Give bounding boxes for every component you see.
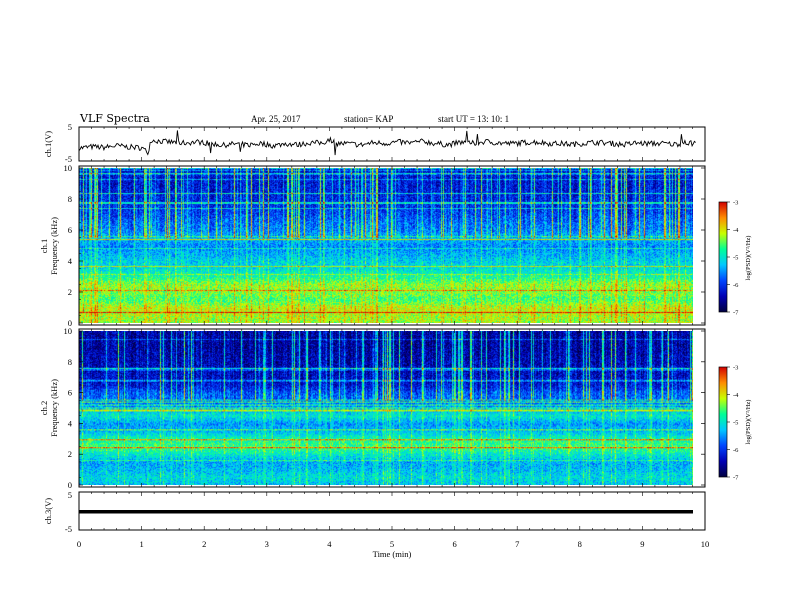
x-tick-label: 8	[578, 539, 582, 549]
spec-ytick-label: 6	[68, 388, 72, 398]
ch2-spectrogram-panel: 0 2 4 6 8 10 ch.2 Frequency (kHz)	[39, 326, 706, 490]
spec-ytick-label: 10	[64, 326, 73, 336]
spec-ytick-label: 0	[68, 480, 72, 490]
ch1-colorbar-gradient	[719, 202, 727, 312]
ch3-ylabel: ch.3(V)	[43, 498, 53, 524]
ch1-waveform-panel: 5 -5 ch.1(V)	[43, 122, 706, 164]
ch1-colorbar-ticks: -3 -4 -5 -6 -7	[727, 200, 739, 317]
spec-ytick-label: 2	[68, 449, 72, 459]
ch1-spec-ylabel-frequency: Frequency (kHz)	[49, 217, 59, 275]
ch3-trace	[79, 510, 693, 514]
ch2-spec-yticks: 0 2 4 6 8 10	[64, 326, 705, 490]
x-tick-label: 9	[640, 539, 644, 549]
ch2-colorbar-gradient	[719, 367, 727, 477]
spec-ytick-label: 0	[68, 318, 72, 328]
time-ticks	[78, 127, 706, 530]
x-tick-label: 5	[390, 539, 394, 549]
spec-ytick-label: 8	[68, 194, 72, 204]
colorbar-tick-label: -3	[733, 365, 738, 372]
ch1-ylabel: ch.1(V)	[43, 131, 53, 157]
ch2-colorbar-ticks: -3 -4 -5 -6 -7	[727, 365, 739, 482]
ch2-spec-ylabel-channel: ch.2	[39, 401, 49, 415]
x-tick-label: 7	[515, 539, 519, 549]
ch2-spec-ylabel-frequency: Frequency (kHz)	[49, 379, 59, 437]
time-tick-labels: 0 1 2 3 4 5 6 7 8 9 10	[77, 539, 709, 549]
ch1-spectrogram-image	[79, 168, 693, 323]
spec-ytick-label: 6	[68, 225, 72, 235]
ch1-colorbar: -3 -4 -5 -6 -7 log(PSD)(V²/Hz)	[718, 200, 752, 317]
header-start-time: start UT = 13: 10: 1	[438, 114, 509, 124]
ch3-waveform-panel: 5 -5 ch.3(V)	[43, 490, 706, 534]
ch2-colorbar: -3 -4 -5 -6 -7 log(PSD)(V²/Hz)	[718, 365, 752, 482]
header-station: station= KAP	[344, 114, 393, 124]
colorbar-tick-label: -7	[733, 475, 739, 482]
x-tick-label: 6	[452, 539, 456, 549]
ch2-colorbar-label: log(PSD)(V²/Hz)	[745, 400, 752, 445]
time-axis-label: Time (min)	[373, 549, 412, 559]
spec-ytick-label: 2	[68, 287, 72, 297]
spec-ytick-label: 8	[68, 357, 72, 367]
x-tick-label: 2	[202, 539, 206, 549]
x-tick-label: 3	[265, 539, 269, 549]
spec-ytick-label: 4	[68, 256, 73, 266]
ch1-spec-yticks: 0 2 4 6 8 10	[64, 163, 705, 328]
colorbar-tick-label: -3	[733, 200, 738, 207]
ch1-spectrogram-panel: 0 2 4 6 8 10 ch.1 Frequency (kHz)	[39, 163, 706, 328]
x-tick-label: 1	[139, 539, 143, 549]
x-tick-label: 4	[327, 539, 332, 549]
colorbar-tick-label: -4	[733, 392, 739, 399]
ch1-spec-ylabel-channel: ch.1	[39, 239, 49, 253]
ch1-ytick-top: 5	[68, 122, 72, 132]
colorbar-tick-label: -6	[733, 447, 739, 454]
colorbar-tick-label: -5	[733, 420, 738, 427]
colorbar-tick-label: -5	[733, 255, 738, 262]
ch3-ytick-top: 5	[68, 490, 72, 500]
ch1-colorbar-label: log(PSD)(V²/Hz)	[745, 236, 752, 281]
colorbar-tick-label: -6	[733, 282, 739, 289]
x-tick-label: 10	[701, 539, 710, 549]
figure-title: VLF Spectra	[79, 112, 150, 125]
spec-ytick-label: 10	[64, 163, 73, 173]
ch1-trace	[78, 130, 696, 156]
x-tick-label: 0	[77, 539, 81, 549]
header-date: Apr. 25, 2017	[251, 114, 301, 124]
ch1-trace-line	[78, 130, 696, 156]
spec-ytick-label: 4	[68, 418, 73, 428]
ch2-spectrogram-image	[79, 331, 693, 485]
ch3-ytick-bottom: -5	[65, 524, 72, 534]
ch1-ytick-bottom: -5	[65, 154, 72, 164]
colorbar-tick-label: -4	[733, 227, 739, 234]
colorbar-tick-label: -7	[733, 310, 739, 317]
